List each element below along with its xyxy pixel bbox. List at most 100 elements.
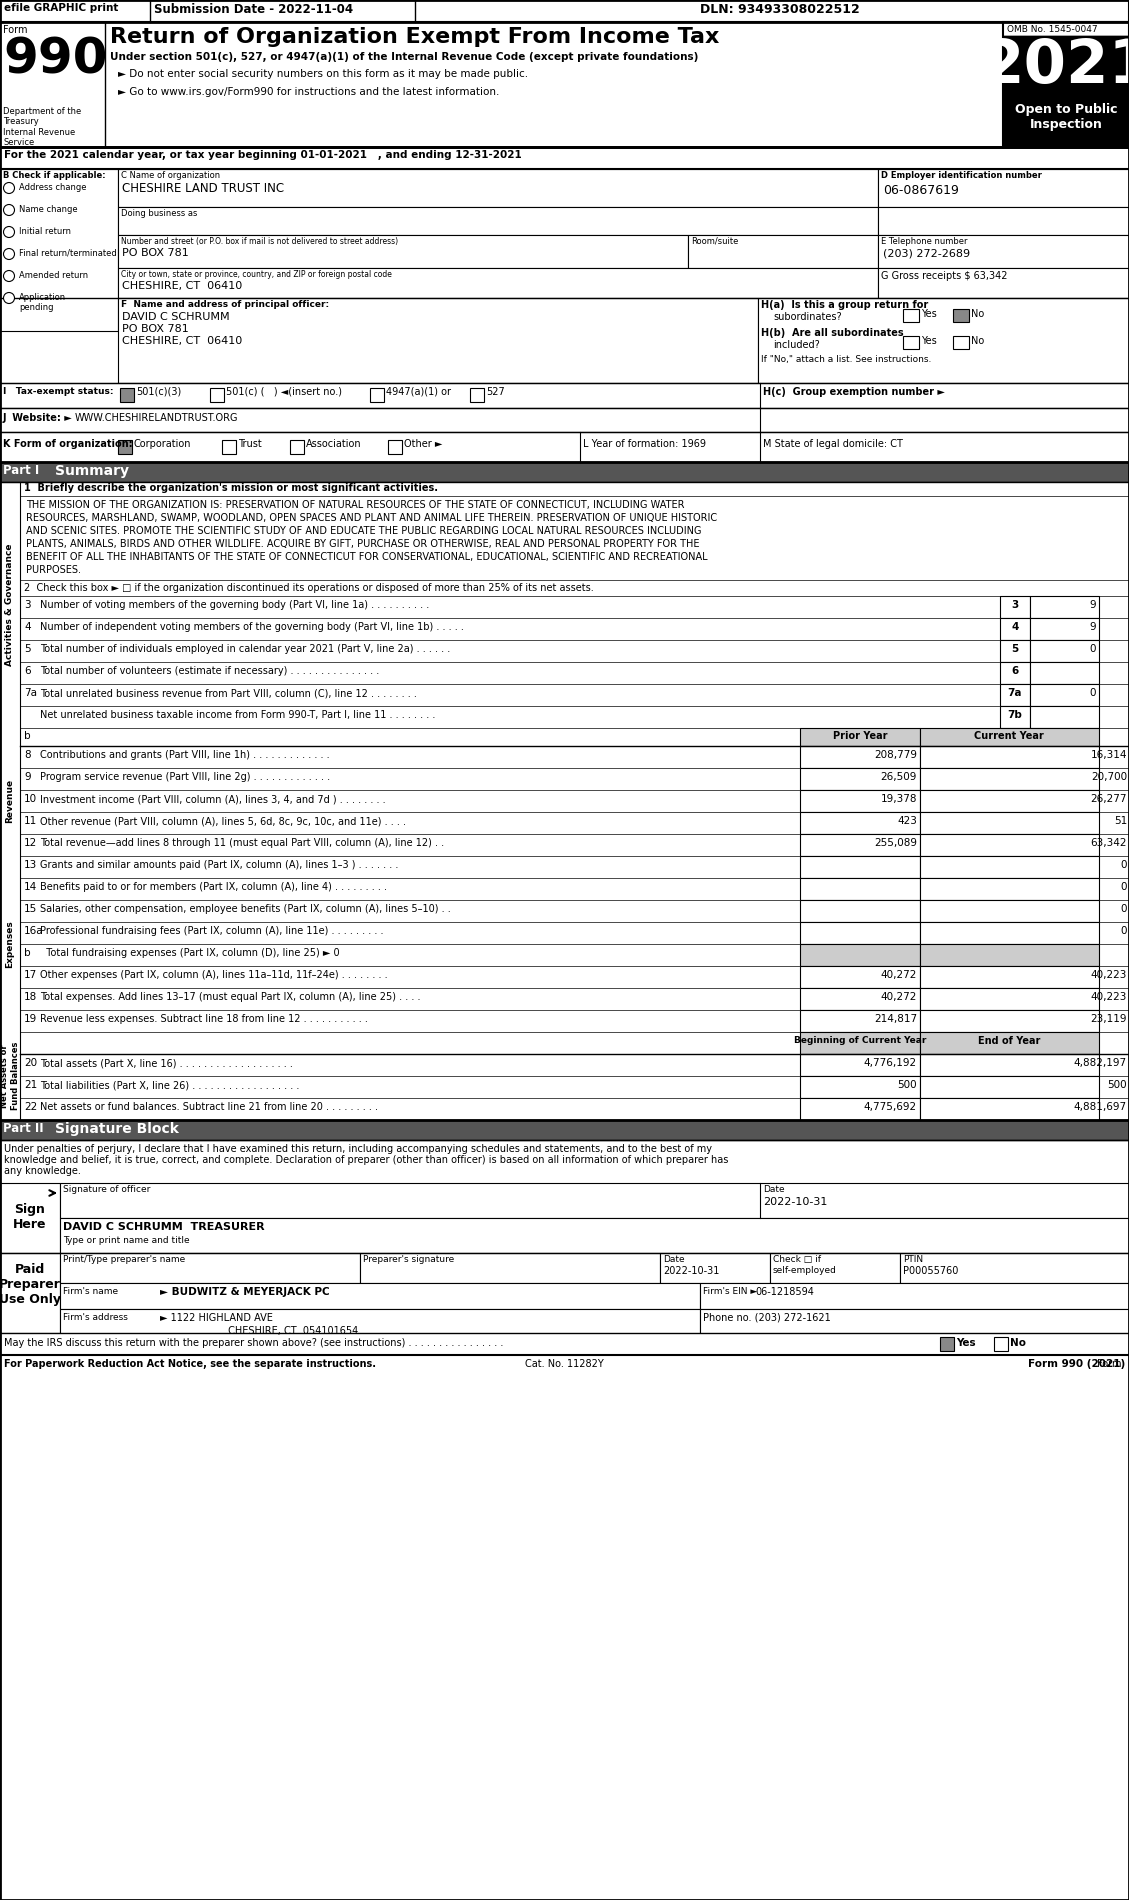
Text: Salaries, other compensation, employee benefits (Part IX, column (A), lines 5–10: Salaries, other compensation, employee b… [40, 904, 450, 914]
Text: 8: 8 [24, 750, 30, 760]
Text: No: No [1010, 1338, 1026, 1347]
Text: J  Website: ►: J Website: ► [3, 412, 72, 424]
Text: Number of independent voting members of the governing body (Part VI, line 1b) . : Number of independent voting members of … [40, 621, 464, 633]
Bar [119, 207, 878, 236]
Text: 214,817: 214,817 [874, 1015, 917, 1024]
Text: Cat. No. 11282Y: Cat. No. 11282Y [525, 1358, 603, 1370]
Text: 16a: 16a [24, 925, 44, 937]
Text: No: No [971, 336, 984, 346]
Text: ► Go to www.irs.gov/Form990 for instructions and the latest information.: ► Go to www.irs.gov/Form990 for instruct… [119, 87, 499, 97]
Bar [0, 431, 1129, 462]
Text: 4: 4 [1012, 621, 1018, 633]
Bar [920, 1011, 1099, 1032]
Bar [878, 236, 1129, 268]
Bar [1003, 101, 1129, 146]
Text: 20: 20 [24, 1058, 37, 1068]
Circle shape [3, 270, 15, 281]
Bar [20, 922, 1129, 944]
Text: Check □ if: Check □ if [773, 1256, 821, 1264]
Text: RESOURCES, MARSHLAND, SWAMP, WOODLAND, OPEN SPACES AND PLANT AND ANIMAL LIFE THE: RESOURCES, MARSHLAND, SWAMP, WOODLAND, O… [26, 513, 717, 522]
Bar [1030, 661, 1099, 684]
Text: Sign
Here: Sign Here [14, 1203, 46, 1231]
Bar [800, 1054, 920, 1075]
Bar [0, 1334, 1129, 1355]
Bar [920, 1032, 1099, 1054]
Text: 40,272: 40,272 [881, 971, 917, 980]
Text: 06-0867619: 06-0867619 [883, 184, 959, 198]
Text: Submission Date - 2022-11-04: Submission Date - 2022-11-04 [154, 4, 353, 15]
Text: Other ►: Other ► [404, 439, 443, 448]
Text: Print/Type preparer's name: Print/Type preparer's name [63, 1256, 185, 1264]
Bar [20, 707, 1129, 728]
Bar [1000, 640, 1030, 661]
Bar [120, 388, 134, 403]
Text: 40,272: 40,272 [881, 992, 917, 1001]
Text: b: b [24, 732, 30, 741]
Text: 500: 500 [898, 1079, 917, 1091]
Bar [20, 790, 1129, 811]
Text: efile GRAPHIC print: efile GRAPHIC print [5, 4, 119, 13]
Bar [20, 965, 1129, 988]
Text: 255,089: 255,089 [874, 838, 917, 847]
Text: CHESHIRE, CT  06410: CHESHIRE, CT 06410 [122, 281, 243, 291]
Bar [1030, 618, 1099, 640]
Bar [0, 384, 1129, 408]
Text: 7a: 7a [24, 688, 37, 697]
Text: 9: 9 [1089, 600, 1096, 610]
Bar [60, 1309, 700, 1340]
Bar [20, 1098, 1129, 1119]
Bar [1030, 707, 1099, 728]
Bar [878, 169, 1129, 207]
Text: 4,776,192: 4,776,192 [864, 1058, 917, 1068]
Text: Benefits paid to or for members (Part IX, column (A), line 4) . . . . . . . . .: Benefits paid to or for members (Part IX… [40, 882, 387, 891]
Text: 9: 9 [1089, 621, 1096, 633]
Bar [0, 169, 119, 331]
Text: PO BOX 781: PO BOX 781 [122, 325, 189, 334]
Bar [920, 790, 1099, 811]
Bar [878, 207, 1129, 236]
Text: Part I: Part I [3, 464, 40, 477]
Text: B Check if applicable:: B Check if applicable: [3, 171, 106, 180]
Bar [920, 1054, 1099, 1075]
Text: 23,119: 23,119 [1091, 1015, 1127, 1024]
Text: Firm's EIN ►: Firm's EIN ► [703, 1286, 758, 1296]
Bar [800, 1011, 920, 1032]
Text: Other expenses (Part IX, column (A), lines 11a–11d, 11f–24e) . . . . . . . .: Other expenses (Part IX, column (A), lin… [40, 971, 387, 980]
Bar [0, 1252, 60, 1334]
Text: Corporation: Corporation [134, 439, 192, 448]
Bar [388, 441, 402, 454]
Bar [360, 1252, 660, 1283]
Text: 51: 51 [1113, 815, 1127, 826]
Text: b: b [24, 948, 30, 958]
Bar [1000, 684, 1030, 707]
Text: No: No [971, 310, 984, 319]
Text: 40,223: 40,223 [1091, 992, 1127, 1001]
Bar [0, 146, 1129, 169]
Text: 15: 15 [24, 904, 37, 914]
Text: 2021: 2021 [981, 36, 1129, 97]
Bar [20, 1011, 1129, 1032]
Bar [470, 388, 484, 403]
Text: Form: Form [3, 25, 27, 34]
Text: Type or print name and title: Type or print name and title [63, 1237, 190, 1244]
Text: Room/suite: Room/suite [691, 238, 738, 245]
Text: Preparer's signature: Preparer's signature [364, 1256, 454, 1264]
Text: 990: 990 [3, 34, 107, 84]
Bar [920, 811, 1099, 834]
Text: 527: 527 [485, 388, 505, 397]
Bar [290, 441, 304, 454]
Bar [700, 1282, 1129, 1309]
Text: Contributions and grants (Part VIII, line 1h) . . . . . . . . . . . . .: Contributions and grants (Part VIII, lin… [40, 750, 330, 760]
Bar [1000, 597, 1030, 618]
Text: 3: 3 [24, 600, 30, 610]
Bar [60, 1282, 700, 1309]
Bar [994, 1338, 1008, 1351]
Circle shape [3, 205, 15, 215]
Bar [800, 790, 920, 811]
Bar [20, 684, 1129, 707]
Circle shape [3, 293, 15, 304]
Text: G Gross receipts $ 63,342: G Gross receipts $ 63,342 [881, 272, 1007, 281]
Bar [800, 834, 920, 857]
Bar [20, 857, 1129, 878]
Bar [0, 462, 1129, 483]
